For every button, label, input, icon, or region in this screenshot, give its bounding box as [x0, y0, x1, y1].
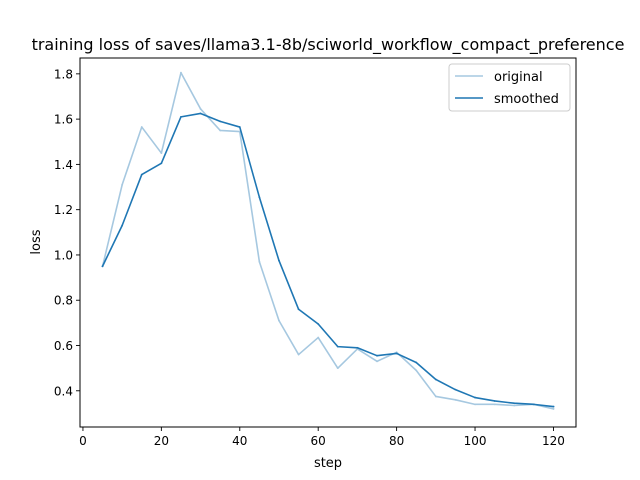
x-tick-label-0: 0: [79, 434, 87, 448]
data-point-original-18: [454, 398, 457, 401]
x-tick-label-120: 120: [542, 434, 565, 448]
data-point-smoothed-20: [493, 400, 496, 402]
data-point-original-10: [297, 353, 300, 356]
data-point-smoothed-22: [532, 403, 535, 406]
data-point-original-11: [317, 336, 320, 339]
y-tick-label-1.4: 1.4: [54, 158, 73, 172]
x-tick-label-80: 80: [389, 434, 404, 448]
series-line-smoothed: [101, 112, 555, 408]
data-point-smoothed-3: [160, 162, 163, 165]
y-tick-label-1.6: 1.6: [54, 113, 73, 127]
plot-frame: [79, 57, 577, 428]
data-point-original-9: [278, 319, 280, 322]
data-point-original-21: [513, 404, 516, 407]
data-point-original-16: [415, 369, 418, 372]
data-point-original-19: [474, 403, 476, 406]
y-tick-label-0.6: 0.6: [54, 339, 73, 353]
legend: original smoothed: [448, 63, 571, 112]
data-point-smoothed-5: [199, 112, 202, 115]
data-point-smoothed-21: [513, 402, 516, 405]
y-tick-label-0.8: 0.8: [54, 294, 73, 308]
legend-label-smoothed: smoothed: [494, 92, 559, 107]
data-point-original-12: [336, 367, 339, 370]
data-point-smoothed-13: [356, 346, 359, 349]
data-point-smoothed-23: [552, 405, 555, 408]
data-point-smoothed-8: [258, 196, 261, 199]
data-point-original-20: [493, 403, 496, 406]
y-tick-label-1.2: 1.2: [54, 203, 73, 217]
data-point-smoothed-4: [180, 115, 182, 118]
data-point-original-5: [199, 108, 202, 110]
y-axis: 0.4 0.6 0.8 1.0 1.2 1.4 1.6 1.8: [54, 67, 80, 398]
series-layer: [101, 71, 555, 410]
data-point-smoothed-9: [278, 259, 280, 262]
y-tick-label-1.8: 1.8: [54, 67, 73, 81]
data-point-smoothed-10: [297, 308, 300, 311]
data-point-smoothed-6: [219, 120, 222, 123]
x-tick-label-40: 40: [232, 434, 247, 448]
data-point-original-3: [160, 152, 163, 154]
data-point-smoothed-1: [121, 224, 124, 227]
data-point-smoothed-11: [317, 323, 320, 325]
x-tick-label-20: 20: [154, 434, 169, 448]
data-point-original-6: [219, 129, 222, 132]
x-tick-label-100: 100: [464, 434, 487, 448]
data-point-original-8: [258, 260, 261, 263]
series-line-original: [101, 71, 555, 410]
x-axis-label: step: [314, 456, 342, 471]
x-tick-label-60: 60: [311, 434, 326, 448]
data-point-smoothed-19: [474, 396, 476, 399]
y-axis-label: loss: [29, 229, 44, 254]
data-point-smoothed-12: [336, 345, 339, 348]
legend-label-original: original: [494, 70, 543, 85]
data-point-smoothed-14: [376, 354, 378, 357]
data-point-smoothed-15: [395, 352, 398, 355]
data-point-smoothed-17: [434, 378, 437, 381]
data-point-smoothed-0: [101, 265, 104, 268]
y-tick-label-1.0: 1.0: [54, 248, 73, 262]
x-axis: 0 20 40 60 80 100 120: [79, 427, 565, 448]
y-tick-label-0.4: 0.4: [54, 384, 73, 398]
data-point-original-14: [376, 360, 378, 363]
data-point-original-1: [121, 183, 124, 186]
data-point-smoothed-7: [238, 126, 241, 128]
data-point-smoothed-2: [140, 173, 143, 176]
data-point-smoothed-18: [454, 388, 457, 391]
data-point-original-23: [552, 407, 555, 410]
data-point-smoothed-16: [415, 361, 418, 364]
chart-title: training loss of saves/llama3.1-8b/sciwo…: [32, 35, 625, 55]
data-point-original-17: [434, 395, 437, 398]
data-point-original-4: [180, 71, 182, 74]
data-point-original-2: [140, 126, 143, 128]
